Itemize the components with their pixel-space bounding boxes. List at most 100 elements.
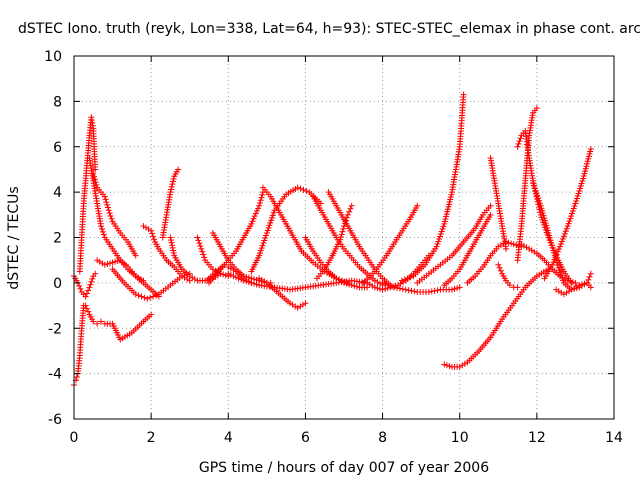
data-point xyxy=(569,210,575,217)
data-point xyxy=(536,197,542,204)
data-point xyxy=(532,187,539,194)
data-point xyxy=(405,287,412,294)
data-point xyxy=(555,264,562,271)
data-point xyxy=(436,236,443,243)
series-arc-29 xyxy=(441,266,552,370)
data-point xyxy=(568,213,575,220)
data-point xyxy=(517,135,524,142)
data-point xyxy=(401,276,408,283)
data-point xyxy=(259,242,266,249)
data-point xyxy=(379,286,386,293)
data-point xyxy=(259,191,266,198)
data-point xyxy=(227,271,234,278)
data-point xyxy=(353,283,360,290)
data-point xyxy=(433,243,440,250)
x-tick-label: 14 xyxy=(605,430,623,446)
data-point xyxy=(266,222,273,229)
data-point xyxy=(202,277,209,284)
data-point xyxy=(82,302,89,309)
series-arc-10 xyxy=(159,166,182,241)
data-point xyxy=(238,276,245,283)
data-point xyxy=(85,287,92,294)
data-point xyxy=(563,225,570,232)
data-point xyxy=(396,285,403,292)
data-point xyxy=(104,260,111,267)
data-point xyxy=(534,192,541,199)
data-point xyxy=(341,223,347,230)
data-point xyxy=(515,140,522,147)
data-point xyxy=(169,181,176,188)
data-point xyxy=(149,230,156,237)
data-point xyxy=(152,292,159,299)
data-point xyxy=(530,182,537,189)
data-point xyxy=(496,264,503,271)
data-point xyxy=(347,205,354,212)
data-point xyxy=(245,279,252,286)
data-point xyxy=(340,225,347,232)
data-point xyxy=(506,282,513,289)
data-point xyxy=(248,279,255,286)
data-point xyxy=(258,194,265,201)
data-point xyxy=(581,280,588,287)
series-arc-04 xyxy=(82,302,155,343)
y-tick-label: 2 xyxy=(53,231,62,247)
data-point xyxy=(404,275,411,282)
axis-ticks: 0 2 4 6 8 10 12 14 -6 -4 -2 0 2 4 6 8 10 xyxy=(44,49,623,446)
data-point xyxy=(195,237,202,244)
data-point xyxy=(487,202,494,209)
data-point xyxy=(132,252,139,259)
data-point xyxy=(148,227,155,234)
series-arc-22 xyxy=(325,189,394,289)
data-point xyxy=(576,282,583,289)
data-point xyxy=(587,146,594,153)
data-point xyxy=(425,288,432,295)
data-point xyxy=(250,215,257,222)
data-point xyxy=(559,274,566,281)
x-tick-label: 2 xyxy=(147,430,156,446)
data-point xyxy=(108,215,115,222)
data-point xyxy=(555,246,562,253)
data-point xyxy=(257,247,264,254)
data-point xyxy=(371,284,378,291)
data-point xyxy=(514,284,521,291)
data-point xyxy=(533,105,540,112)
data-point xyxy=(255,205,262,212)
data-point xyxy=(200,251,207,258)
data-point xyxy=(253,281,260,288)
series-arc-11 xyxy=(167,234,224,284)
data-point xyxy=(377,285,383,292)
data-point xyxy=(569,279,576,286)
data-point xyxy=(348,202,355,209)
data-point xyxy=(407,274,414,281)
data-point xyxy=(431,287,438,294)
series-arc-30 xyxy=(441,211,494,289)
data-point xyxy=(558,272,565,279)
data-point xyxy=(76,282,83,289)
data-point xyxy=(550,259,557,266)
series-arc-39 xyxy=(553,279,594,298)
data-point xyxy=(549,261,556,268)
data-point xyxy=(253,207,260,214)
data-point xyxy=(558,238,565,245)
data-point xyxy=(303,187,310,194)
data-point xyxy=(167,189,174,196)
data-point xyxy=(251,280,257,287)
data-point xyxy=(399,286,406,293)
data-point xyxy=(438,228,445,235)
data-point xyxy=(170,178,176,185)
x-tick-label: 6 xyxy=(301,430,310,446)
data-point xyxy=(554,259,560,266)
data-point xyxy=(150,293,157,300)
data-point xyxy=(505,239,512,246)
data-point xyxy=(83,290,90,297)
data-point xyxy=(385,282,392,289)
data-point xyxy=(109,259,116,266)
data-point xyxy=(132,291,139,298)
data-point xyxy=(587,270,594,277)
data-point xyxy=(147,294,154,301)
data-point xyxy=(248,220,255,227)
x-tick-label: 0 xyxy=(70,430,79,446)
data-point xyxy=(263,229,270,236)
series-arc-16 xyxy=(225,270,371,293)
data-point xyxy=(267,219,274,226)
